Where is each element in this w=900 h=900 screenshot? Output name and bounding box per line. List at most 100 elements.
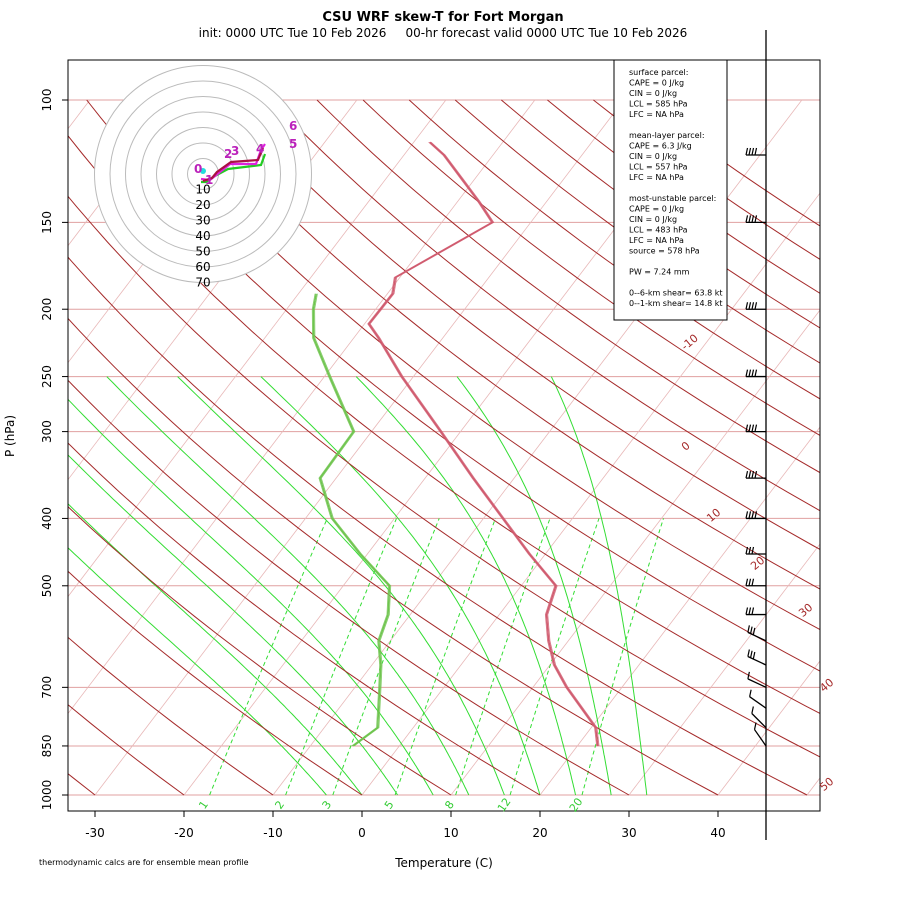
- dry-adiabat: [454, 99, 820, 364]
- wind-barb-feather: [751, 369, 755, 377]
- wind-barb-feather: [750, 650, 753, 658]
- wind-barb-feather: [749, 689, 752, 697]
- moist-adiabat: [260, 376, 541, 796]
- plot-frame: [67, 59, 821, 812]
- hodograph-ring-label: 10: [195, 183, 210, 197]
- wind-barb-feather: [748, 511, 752, 519]
- wind-barb-feather: [754, 511, 758, 519]
- wind-barb: [751, 713, 767, 729]
- dry-adiabat: [316, 99, 820, 474]
- hodograph-height-label: 0: [194, 162, 202, 176]
- hodograph-ring: [171, 142, 235, 206]
- temperature-trace: [368, 141, 599, 746]
- mixing-ratio-line: [209, 518, 328, 796]
- x-tick-label: -20: [174, 826, 194, 840]
- dewpoint-trace: [312, 293, 391, 747]
- wind-barb: [747, 631, 767, 642]
- moist-adiabat: [106, 376, 470, 796]
- mixing-ratio-label: 1: [196, 798, 211, 811]
- wind-barb-feather: [754, 302, 758, 310]
- wind-barb-feather: [753, 722, 757, 730]
- hodograph-ring-label: 30: [195, 214, 210, 228]
- temperature-trace: [369, 141, 600, 746]
- mixing-ratio-label: 3: [320, 798, 335, 811]
- wind-barb-feather: [747, 671, 750, 680]
- x-tick-label: 10: [443, 826, 458, 840]
- wind-barb-feather: [745, 511, 749, 519]
- dry-adiabat: [68, 379, 630, 796]
- wind-barb-feather: [752, 627, 756, 636]
- y-tick-label: 300: [40, 420, 54, 443]
- mixing-ratio-line: [285, 518, 397, 796]
- stats-line: CAPE = 0 J/kg: [629, 205, 684, 214]
- wind-barb-feather: [754, 369, 758, 377]
- mixing-ratio-label: 12: [495, 796, 514, 815]
- y-tick-label: 850: [40, 734, 54, 757]
- stats-line: LFC = NA hPa: [629, 173, 684, 182]
- wind-barb-feather: [754, 215, 758, 223]
- dry-adiabat: [639, 99, 820, 227]
- isotherm-line: [68, 99, 536, 715]
- stats-line: LCL = 483 hPa: [629, 226, 688, 235]
- stats-box: surface parcel: CAPE = 0 J/kg CIN = 0 J/kg…: [613, 59, 728, 321]
- y-axis-label: P (hPa): [3, 415, 17, 457]
- wind-barb-feather: [748, 424, 752, 432]
- wind-barb-feather: [748, 147, 752, 156]
- isotherm-line: [628, 543, 820, 796]
- x-tick-label: 0: [358, 826, 366, 840]
- mixing-ratio-label: 5: [382, 798, 397, 811]
- wind-barb: [753, 729, 767, 747]
- mixing-ratio-label: 8: [442, 798, 457, 811]
- moist-adiabat: [355, 376, 577, 796]
- dry-adiabat-label: 30: [796, 601, 815, 620]
- footnote: thermodynamic calcs are for ensemble mea…: [39, 858, 249, 867]
- hodograph-ring-label: 50: [195, 245, 210, 259]
- isotherm-line: [68, 99, 180, 247]
- wind-barb-feather: [745, 607, 749, 615]
- wind-barb-feather: [751, 302, 755, 310]
- wind-barb-feather: [745, 546, 749, 555]
- wind-barb-feather: [748, 471, 752, 479]
- wind-barb-feather: [748, 302, 752, 310]
- isotherm-line: [717, 660, 820, 796]
- hodograph-height-label: 3: [231, 144, 239, 158]
- chart-subtitle: init: 0000 UTC Tue 10 Feb 2026 00-hr for…: [199, 26, 688, 40]
- stats-line: surface parcel:: [629, 68, 688, 77]
- wind-barb-feather: [751, 424, 755, 432]
- isotherm-line: [94, 99, 625, 796]
- isotherm-line: [539, 426, 820, 796]
- mixing-ratio-label: 2: [272, 798, 287, 811]
- wind-barb: [749, 696, 767, 709]
- wind-barb-feather: [745, 471, 749, 479]
- x-axis-label: Temperature (C): [394, 856, 493, 870]
- wind-barb-feather: [751, 215, 755, 223]
- x-tick-label: 40: [710, 826, 725, 840]
- dry-adiabat: [68, 256, 808, 796]
- hodograph-height-label: 6: [289, 119, 297, 133]
- hodograph-height-label: 5: [289, 137, 297, 151]
- hodograph-ring: [109, 80, 297, 268]
- sounding-profiles: [311, 141, 600, 747]
- wind-barb: [747, 678, 767, 688]
- dry-adiabat: [68, 195, 820, 758]
- wind-barb-feather: [748, 546, 752, 555]
- wind-barb-feather: [750, 626, 753, 634]
- dry-adiabat-label: 10: [704, 506, 723, 525]
- dry-adiabat: [68, 506, 452, 796]
- moist-adiabat: [68, 454, 399, 796]
- mixing-ratio-label: 20: [567, 796, 586, 815]
- stats-line: CIN = 0 J/kg: [629, 152, 677, 161]
- y-tick-label: 100: [40, 89, 54, 112]
- hodograph-ring: [140, 111, 266, 237]
- stats-line: LFC = NA hPa: [629, 236, 684, 245]
- wind-barb-feather: [752, 651, 756, 660]
- wind-barb-feather: [748, 607, 752, 615]
- wind-barb-feather: [751, 706, 754, 714]
- stats-line: most-unstable parcel:: [629, 194, 716, 203]
- dry-adiabat: [68, 442, 541, 796]
- y-tick-label: 150: [40, 211, 54, 234]
- wind-barb: [747, 655, 767, 666]
- wind-barb-feather: [745, 369, 749, 377]
- y-tick-label: 400: [40, 507, 54, 530]
- wind-barb-feather: [745, 302, 749, 310]
